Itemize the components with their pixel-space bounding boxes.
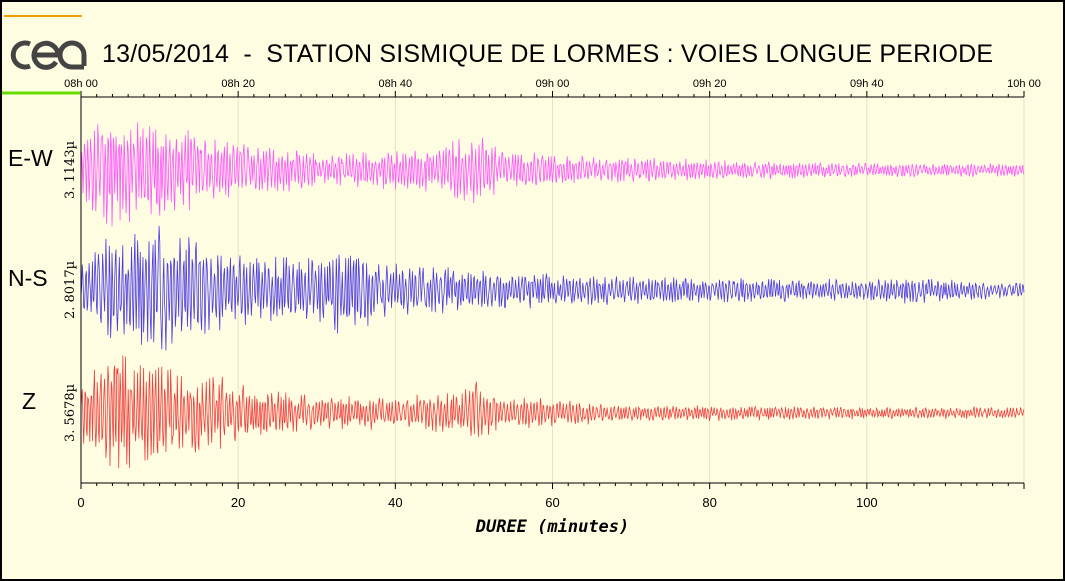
channel-label: Z (22, 388, 36, 414)
duration-tick-label: 100 (856, 495, 878, 510)
duration-tick-label: 80 (702, 495, 716, 510)
time-tick-label: 08h 00 (64, 78, 98, 90)
axes (80, 91, 1025, 489)
amplitude-label: 3. 5678µ (63, 384, 78, 442)
duration-tick-label: 60 (545, 495, 559, 510)
time-tick-label: 08h 40 (379, 78, 413, 90)
duration-tick-label: 20 (231, 495, 245, 510)
duration-tick-label: 40 (388, 495, 402, 510)
x-axis-label: DUREE (minutes) (475, 517, 630, 537)
trace-z (80, 355, 1025, 469)
amplitude-label: 2. 8017µ (63, 261, 78, 319)
channel-label: N-S (8, 265, 48, 291)
channel-label: E-W (8, 145, 53, 171)
trace-e-w (80, 122, 1025, 227)
time-tick-label: 08h 20 (221, 78, 255, 90)
labels: 08h 00 08h 20 08h 40 09h 00 09h 20 09h 40 10h … (8, 78, 1041, 537)
trace-n-s (80, 225, 1025, 351)
chart-title: 13/05/2014 - STATION SISMIQUE DE LORMES … (102, 40, 994, 68)
time-tick-label: 09h 00 (536, 78, 570, 90)
duration-tick-label: 0 (77, 495, 84, 510)
logo-wordmark (10, 40, 87, 70)
cea-logo (2, 15, 87, 95)
time-tick-label: 09h 40 (850, 78, 884, 90)
amplitude-label: 3. 1143µ (63, 141, 78, 199)
traces (80, 122, 1025, 469)
time-tick-label: 09h 20 (693, 78, 727, 90)
time-tick-label: 10h 00 (1007, 78, 1041, 90)
